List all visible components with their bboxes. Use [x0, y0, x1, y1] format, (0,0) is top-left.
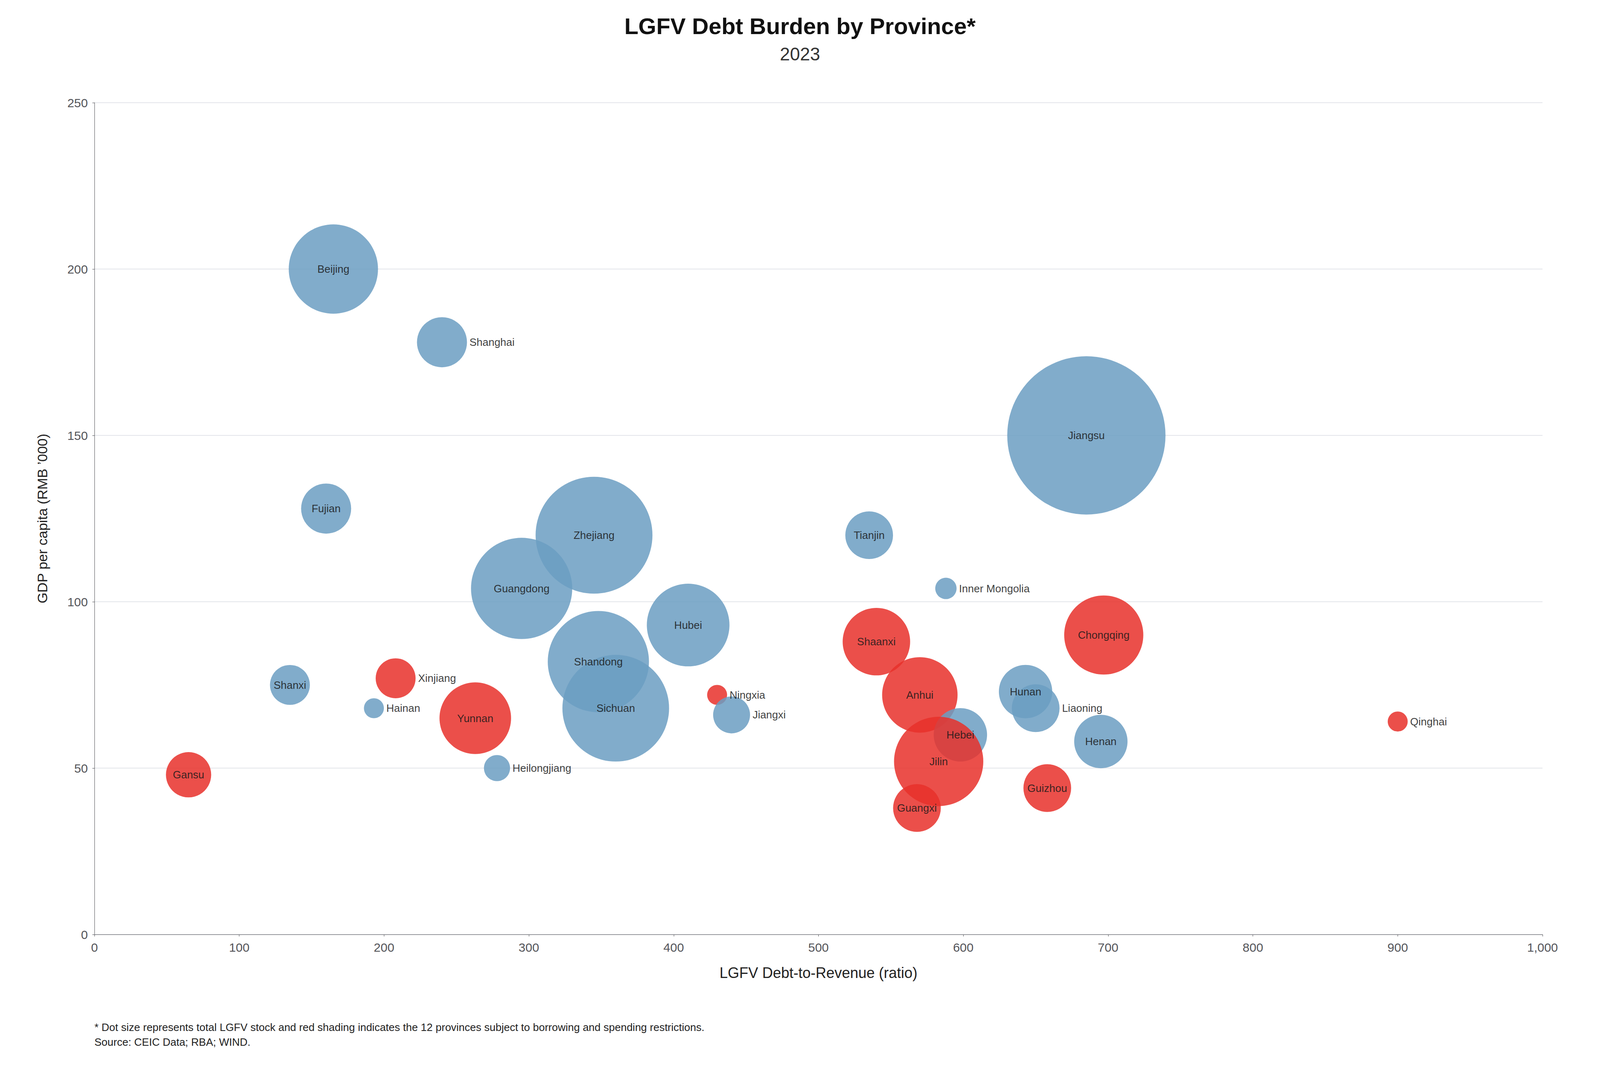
svg-text:150: 150: [67, 428, 88, 443]
svg-text:700: 700: [1097, 940, 1119, 954]
svg-text:Shandong: Shandong: [573, 655, 623, 668]
svg-text:250: 250: [67, 96, 88, 110]
svg-text:Chongqing: Chongqing: [1077, 628, 1130, 641]
svg-text:Fujian: Fujian: [311, 502, 341, 515]
svg-text:Inner Mongolia: Inner Mongolia: [959, 582, 1031, 595]
svg-text:300: 300: [518, 940, 540, 954]
svg-text:Hunan: Hunan: [1010, 685, 1042, 698]
svg-text:0: 0: [91, 940, 99, 954]
svg-text:Source: CEIC Data; RBA; WIND.: Source: CEIC Data; RBA; WIND.: [94, 1035, 251, 1048]
svg-text:Hainan: Hainan: [386, 701, 421, 714]
svg-text:500: 500: [808, 940, 829, 954]
svg-text:Yunnan: Yunnan: [456, 711, 494, 725]
svg-text:Jiangsu: Jiangsu: [1067, 429, 1105, 442]
svg-text:600: 600: [952, 940, 974, 954]
svg-text:Shaanxi: Shaanxi: [857, 635, 896, 648]
svg-text:0: 0: [80, 927, 88, 942]
svg-text:Zhejiang: Zhejiang: [573, 528, 615, 542]
svg-text:50: 50: [74, 761, 88, 775]
svg-text:Hubei: Hubei: [674, 618, 703, 632]
svg-text:Heilongjiang: Heilongjiang: [512, 761, 572, 774]
svg-text:1,000: 1,000: [1526, 940, 1558, 954]
svg-text:* Dot size represents total LG: * Dot size represents total LGFV stock a…: [94, 1020, 705, 1033]
svg-text:Anhui: Anhui: [906, 688, 934, 701]
svg-text:400: 400: [663, 940, 685, 954]
svg-text:200: 200: [373, 940, 395, 954]
svg-text:Shanghai: Shanghai: [469, 335, 515, 349]
svg-text:Shanxi: Shanxi: [273, 678, 307, 691]
svg-text:Henan: Henan: [1085, 734, 1117, 748]
svg-text:Tianjin: Tianjin: [853, 528, 885, 542]
svg-text:Guizhou: Guizhou: [1027, 781, 1068, 795]
svg-text:GDP per capita (RMB ’000): GDP per capita (RMB ’000): [34, 433, 51, 604]
svg-text:Liaoning: Liaoning: [1062, 701, 1103, 714]
svg-text:Ningxia: Ningxia: [729, 688, 766, 701]
svg-text:Guangdong: Guangdong: [493, 582, 550, 595]
svg-text:200: 200: [67, 262, 88, 276]
svg-text:LGFV Debt Burden by Province*: LGFV Debt Burden by Province*: [624, 13, 976, 40]
svg-text:2023: 2023: [780, 43, 821, 65]
svg-text:800: 800: [1242, 940, 1264, 954]
svg-text:Gansu: Gansu: [172, 768, 205, 781]
svg-text:LGFV Debt-to-Revenue (ratio): LGFV Debt-to-Revenue (ratio): [719, 964, 918, 981]
svg-text:Hebei: Hebei: [946, 728, 975, 741]
svg-text:Jilin: Jilin: [929, 755, 949, 768]
svg-text:Xinjiang: Xinjiang: [417, 671, 457, 685]
svg-text:Sichuan: Sichuan: [596, 701, 636, 714]
svg-text:Qinghai: Qinghai: [1410, 715, 1448, 728]
svg-text:100: 100: [67, 594, 88, 609]
svg-text:100: 100: [229, 940, 250, 954]
svg-text:Beijing: Beijing: [317, 262, 350, 276]
svg-text:900: 900: [1387, 940, 1408, 954]
svg-text:Jiangxi: Jiangxi: [752, 708, 786, 721]
svg-text:Guangxi: Guangxi: [897, 801, 937, 814]
